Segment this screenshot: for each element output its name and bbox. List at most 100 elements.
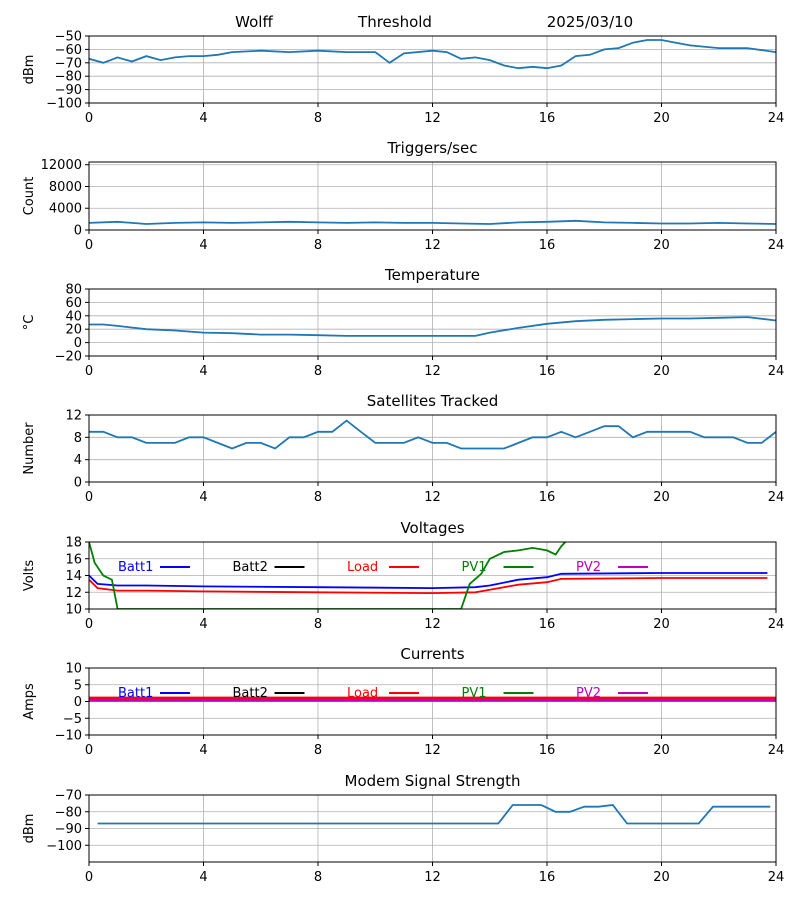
y-tick-label: −80 xyxy=(55,805,82,820)
y-tick-label: 0 xyxy=(74,336,82,351)
x-tick-label: 0 xyxy=(85,111,93,126)
x-tick-label: 16 xyxy=(539,870,556,885)
legend-label: Batt2 xyxy=(233,686,268,701)
x-tick-label: 12 xyxy=(424,617,441,632)
header-station: Wolff xyxy=(235,13,273,31)
x-tick-label: 20 xyxy=(653,743,670,758)
series-line xyxy=(89,419,776,450)
x-tick-label: 0 xyxy=(85,490,93,505)
y-tick-label: 12 xyxy=(65,409,82,424)
x-tick-label: 12 xyxy=(424,870,441,885)
y-tick-label: −90 xyxy=(55,822,82,837)
x-tick-label: 24 xyxy=(768,490,785,505)
y-axis-label: Count xyxy=(22,177,37,216)
y-tick-label: 4 xyxy=(74,453,82,468)
x-tick-label: 12 xyxy=(424,743,441,758)
x-tick-label: 16 xyxy=(539,111,556,126)
x-tick-label: 0 xyxy=(85,870,93,885)
legend-label: Load xyxy=(347,686,378,701)
y-axis-label: dBm xyxy=(22,55,37,85)
y-tick-label: 16 xyxy=(65,552,82,567)
x-tick-label: 16 xyxy=(539,617,556,632)
legend-label: Batt2 xyxy=(233,560,268,575)
x-tick-label: 4 xyxy=(199,111,207,126)
y-tick-label: 0 xyxy=(74,476,82,491)
y-tick-label: 18 xyxy=(65,536,82,551)
y-tick-label: −5 xyxy=(63,712,82,727)
x-tick-label: 24 xyxy=(768,238,785,253)
x-tick-label: 24 xyxy=(768,111,785,126)
legend-label: PV1 xyxy=(462,686,487,701)
panel-1: 0 4 8 12 16 20 24 −100−90−80−70−60−50 dBm xyxy=(22,30,784,127)
series-line xyxy=(89,316,776,337)
y-axis-label: Amps xyxy=(22,683,37,720)
series-line xyxy=(97,804,771,825)
y-tick-label: −100 xyxy=(46,839,82,854)
x-tick-label: 24 xyxy=(768,617,785,632)
x-tick-label: 20 xyxy=(653,111,670,126)
y-tick-label: −10 xyxy=(55,729,82,744)
x-tick-label: 4 xyxy=(199,364,207,379)
legend-label: PV2 xyxy=(576,560,601,575)
y-tick-label: 0 xyxy=(74,695,82,710)
y-axis-label: °C xyxy=(22,315,37,331)
x-tick-label: 0 xyxy=(85,238,93,253)
y-tick-label: −90 xyxy=(55,83,82,98)
panel-7: 0 4 8 12 16 20 24 −100 −90 −80−70 Modem Signal Str… xyxy=(22,772,784,885)
x-tick-label: 24 xyxy=(768,743,785,758)
x-tick-label: 20 xyxy=(653,364,670,379)
legend-label: Batt1 xyxy=(118,560,153,575)
y-tick-label: −50 xyxy=(55,30,82,45)
x-tick-label: 16 xyxy=(539,490,556,505)
y-tick-label: −100 xyxy=(46,97,82,112)
y-tick-label: 14 xyxy=(65,569,82,584)
header-date: 2025/03/10 xyxy=(547,13,633,31)
x-tick-label: 4 xyxy=(199,870,207,885)
x-tick-label: 24 xyxy=(768,870,785,885)
x-tick-label: 4 xyxy=(199,490,207,505)
y-tick-label: 12 xyxy=(65,586,82,601)
x-tick-label: 8 xyxy=(314,238,322,253)
series-line-batt1 xyxy=(89,572,768,590)
legend-label: Batt1 xyxy=(118,686,153,701)
x-tick-label: 20 xyxy=(653,490,670,505)
panel-title: Satellites Tracked xyxy=(367,392,498,410)
x-tick-label: 16 xyxy=(539,238,556,253)
y-tick-label: 10 xyxy=(65,603,82,618)
y-tick-label: 20 xyxy=(65,323,82,338)
y-axis-label: Volts xyxy=(22,560,37,592)
y-tick-label: 8 xyxy=(74,431,82,446)
panel-title: Temperature xyxy=(384,266,480,284)
x-tick-label: 16 xyxy=(539,364,556,379)
x-tick-label: 20 xyxy=(653,870,670,885)
x-tick-label: 0 xyxy=(85,617,93,632)
y-tick-label: 0 xyxy=(74,224,82,239)
y-axis-label: Number xyxy=(22,422,37,475)
header-mode: Threshold xyxy=(357,13,432,31)
y-tick-label: −70 xyxy=(55,56,82,71)
y-tick-label: −70 xyxy=(55,789,82,804)
y-tick-label: 8000 xyxy=(49,180,82,195)
x-tick-label: 4 xyxy=(199,617,207,632)
y-tick-label: 80 xyxy=(65,283,82,298)
x-tick-label: 4 xyxy=(199,743,207,758)
series-line xyxy=(89,219,776,225)
x-tick-label: 12 xyxy=(424,238,441,253)
y-tick-label: −80 xyxy=(55,70,82,85)
x-tick-label: 0 xyxy=(85,743,93,758)
legend-label: PV1 xyxy=(462,560,487,575)
x-tick-label: 8 xyxy=(314,743,322,758)
panel-title: Voltages xyxy=(400,519,464,537)
x-tick-label: 12 xyxy=(424,364,441,379)
series-line-pv1 xyxy=(89,542,567,609)
panel-4: 0 4 8 12 16 20 24 0 4 8 12 Satellites Tracked Number xyxy=(22,392,784,505)
y-tick-label: 4000 xyxy=(49,202,82,217)
series-line-load xyxy=(89,577,768,595)
panel-6: 0 4 8 12 16 20 24 −10 −5 0 510 Currents Amps Batt1 Bat… xyxy=(22,645,784,758)
x-tick-label: 20 xyxy=(653,238,670,253)
y-tick-label: 40 xyxy=(65,309,82,324)
y-tick-label: −20 xyxy=(55,350,82,365)
